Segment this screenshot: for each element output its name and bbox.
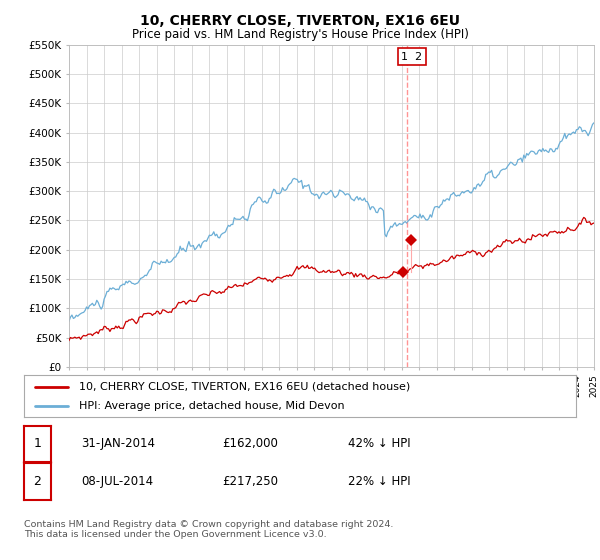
- Text: Price paid vs. HM Land Registry's House Price Index (HPI): Price paid vs. HM Land Registry's House …: [131, 28, 469, 41]
- Text: HPI: Average price, detached house, Mid Devon: HPI: Average price, detached house, Mid …: [79, 401, 345, 411]
- Text: 10, CHERRY CLOSE, TIVERTON, EX16 6EU: 10, CHERRY CLOSE, TIVERTON, EX16 6EU: [140, 14, 460, 28]
- Text: 10, CHERRY CLOSE, TIVERTON, EX16 6EU (detached house): 10, CHERRY CLOSE, TIVERTON, EX16 6EU (de…: [79, 381, 410, 391]
- Text: Contains HM Land Registry data © Crown copyright and database right 2024.
This d: Contains HM Land Registry data © Crown c…: [24, 520, 394, 539]
- Text: 42% ↓ HPI: 42% ↓ HPI: [348, 437, 410, 450]
- Text: 22% ↓ HPI: 22% ↓ HPI: [348, 475, 410, 488]
- Text: 1: 1: [34, 437, 41, 450]
- Text: £217,250: £217,250: [222, 475, 278, 488]
- Text: 08-JUL-2014: 08-JUL-2014: [81, 475, 153, 488]
- Text: 1  2: 1 2: [401, 52, 422, 62]
- Text: 2: 2: [34, 475, 41, 488]
- Text: 31-JAN-2014: 31-JAN-2014: [81, 437, 155, 450]
- Text: £162,000: £162,000: [222, 437, 278, 450]
